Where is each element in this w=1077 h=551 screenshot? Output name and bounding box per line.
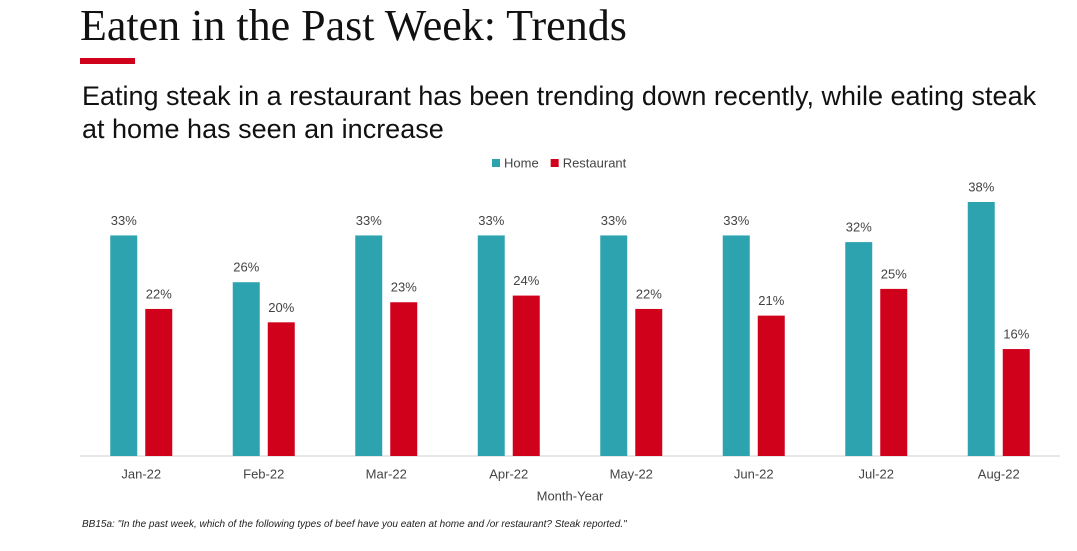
bar (267, 322, 295, 456)
bar (757, 315, 785, 456)
x-axis-title: Month-Year (537, 488, 604, 503)
value-label: 20% (268, 300, 294, 315)
bar (600, 235, 628, 456)
chart-title: Eaten in the Past Week: Trends (80, 1, 627, 50)
x-tick-label: May-22 (610, 466, 653, 481)
value-label: 22% (146, 286, 172, 301)
value-label: 33% (723, 213, 749, 228)
value-label: 33% (601, 213, 627, 228)
bar (110, 235, 138, 456)
title-accent (80, 58, 135, 64)
value-label: 33% (111, 213, 137, 228)
x-tick-label: Jul-22 (859, 466, 894, 481)
value-label: 21% (758, 293, 784, 308)
x-tick-label: Jun-22 (734, 466, 774, 481)
x-tick-label: Aug-22 (978, 466, 1020, 481)
bar (232, 282, 260, 456)
value-label: 25% (881, 266, 907, 281)
chart: Month-Year Home Restaurant Jan-22 33% 22% Feb… (80, 155, 1060, 503)
bar (145, 308, 173, 456)
value-label: 26% (233, 260, 259, 275)
bar (967, 202, 995, 456)
value-label: 33% (478, 213, 504, 228)
legend-label: Restaurant (563, 155, 627, 170)
bar (1002, 349, 1030, 456)
bar (722, 235, 750, 456)
x-tick-label: Jan-22 (121, 466, 161, 481)
value-label: 22% (636, 286, 662, 301)
chart-subtitle: Eating steak in a restaurant has been tr… (82, 81, 1037, 144)
legend-swatch (550, 159, 559, 167)
value-label: 23% (391, 280, 417, 295)
x-tick-label: Feb-22 (243, 466, 284, 481)
bar (880, 288, 908, 456)
value-label: 33% (356, 213, 382, 228)
x-tick-label: Mar-22 (366, 466, 407, 481)
bar (635, 308, 663, 456)
legend-label: Home (504, 155, 539, 170)
bar (845, 242, 873, 456)
bar (512, 295, 540, 456)
footnote: BB15a: "In the past week, which of the f… (82, 519, 627, 530)
legend-swatch (492, 159, 500, 167)
value-label: 32% (846, 220, 872, 235)
bar (355, 235, 383, 456)
bar (477, 235, 505, 456)
value-label: 16% (1003, 326, 1029, 341)
x-tick-label: Apr-22 (489, 466, 528, 481)
value-label: 38% (968, 179, 994, 194)
value-label: 24% (513, 273, 539, 288)
bar (390, 302, 418, 456)
